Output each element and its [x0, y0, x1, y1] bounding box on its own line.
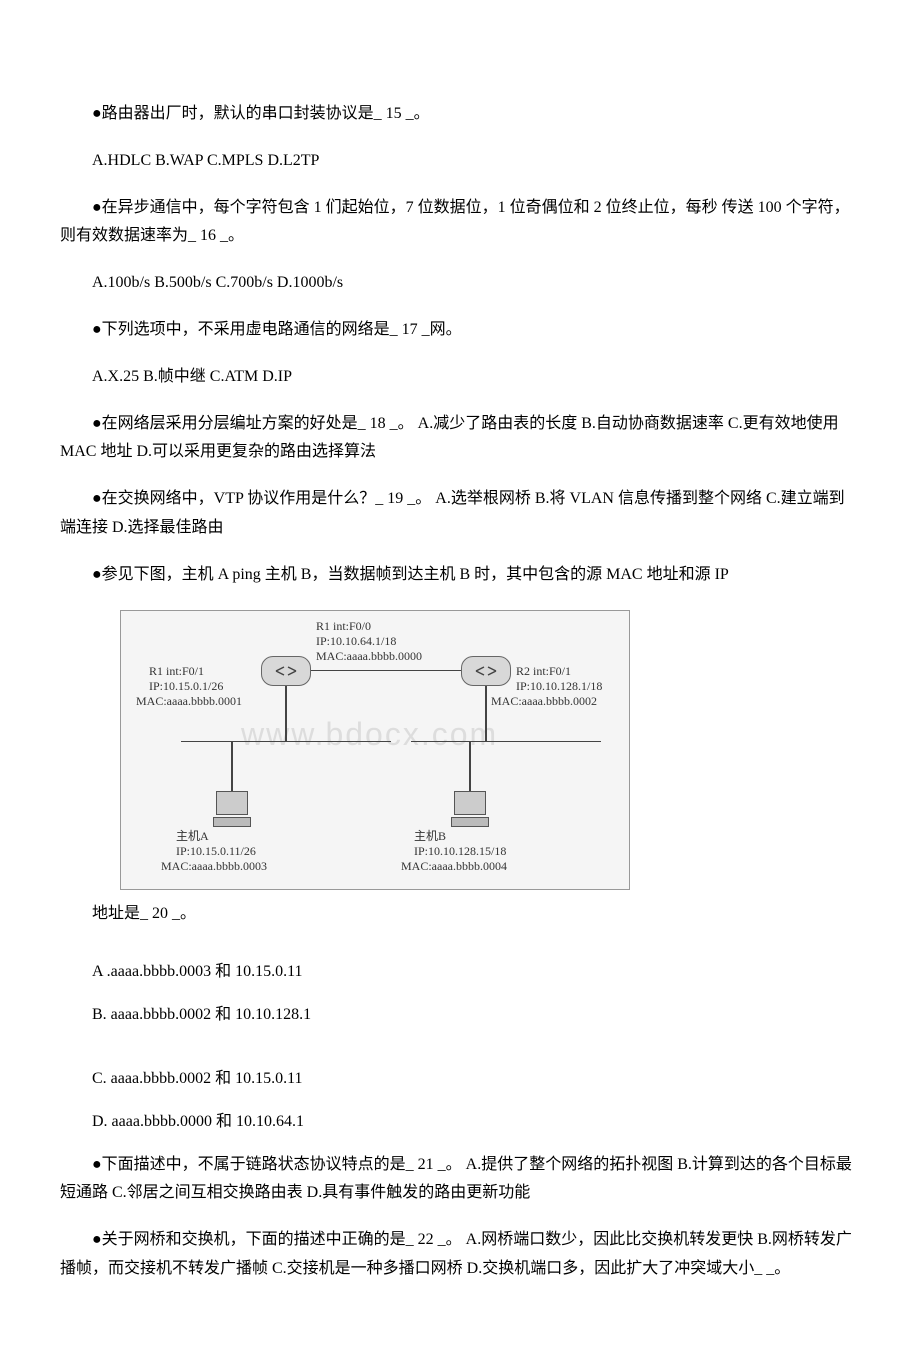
q20-option-a: A .aaaa.bbbb.0003 和 10.15.0.11 — [60, 958, 860, 987]
question-text: ●在网络层采用分层编址方案的好处是_ 18 _。 A.减少了路由表的长度 B.自… — [60, 415, 839, 461]
router-r2-icon — [461, 656, 511, 686]
host-a-name: 主机A — [176, 829, 209, 845]
question-text: ●下面描述中，不属于链路状态协议特点的是_ 21 _。 A.提供了整个网络的拓扑… — [60, 1156, 852, 1202]
host-b-icon — [449, 791, 491, 829]
r2-f01-title: R2 int:F0/1 — [516, 664, 571, 680]
question-17: ●下列选项中，不采用虚电路通信的网络是_ 17 _网。 — [60, 316, 860, 345]
r1-f01-mac: MAC:aaaa.bbbb.0001 — [136, 694, 242, 710]
host-b-name: 主机B — [414, 829, 446, 845]
r1-f00-mac: MAC:aaaa.bbbb.0000 — [316, 649, 422, 665]
question-text: ●下列选项中，不采用虚电路通信的网络是_ 17 _网。 — [92, 321, 462, 338]
options-text: A.HDLC B.WAP C.MPLS D.L2TP — [92, 152, 319, 169]
link-r2-down — [485, 686, 487, 741]
r1-f00-ip: IP:10.10.64.1/18 — [316, 634, 396, 650]
question-text: 地址是_ 20 _。 — [92, 905, 196, 922]
router-r1-icon — [261, 656, 311, 686]
question-20-continued: 地址是_ 20 _。 — [60, 900, 860, 929]
r1-f01-title: R1 int:F0/1 — [149, 664, 204, 680]
question-20: ●参见下图，主机 A ping 主机 B，当数据帧到达主机 B 时，其中包含的源… — [60, 561, 860, 590]
question-text: ●在交换网络中，VTP 协议作用是什么？_ 19 _。 A.选举根网桥 B.将 … — [60, 490, 845, 536]
options-text: A.X.25 B.帧中继 C.ATM D.IP — [92, 368, 292, 385]
question-text: ●在异步通信中，每个字符包含 1 们起始位，7 位数据位，1 位奇偶位和 2 位… — [60, 199, 850, 245]
link-left-bus — [181, 741, 391, 743]
question-17-options: A.X.25 B.帧中继 C.ATM D.IP — [60, 363, 860, 392]
link-hostb — [469, 741, 471, 791]
question-19: ●在交换网络中，VTP 协议作用是什么？_ 19 _。 A.选举根网桥 B.将 … — [60, 485, 860, 543]
options-text: A.100b/s B.500b/s C.700b/s D.1000b/s — [92, 274, 343, 291]
network-diagram: www.bdocx.com R1 int:F0/0 IP:10.10.64.1/… — [120, 610, 630, 890]
host-b-ip: IP:10.10.128.15/18 — [414, 844, 506, 860]
question-16-options: A.100b/s B.500b/s C.700b/s D.1000b/s — [60, 269, 860, 298]
question-21: ●下面描述中，不属于链路状态协议特点的是_ 21 _。 A.提供了整个网络的拓扑… — [60, 1151, 860, 1209]
r2-f01-mac: MAC:aaaa.bbbb.0002 — [491, 694, 597, 710]
link-r1-r2 — [311, 670, 461, 672]
q20-option-c: C. aaaa.bbbb.0002 和 10.15.0.11 — [60, 1065, 860, 1094]
question-15: ●路由器出厂时，默认的串口封装协议是_ 15 _。 — [60, 100, 860, 129]
option-text: A .aaaa.bbbb.0003 和 10.15.0.11 — [92, 963, 303, 980]
r1-f01-ip: IP:10.15.0.1/26 — [149, 679, 223, 695]
question-15-options: A.HDLC B.WAP C.MPLS D.L2TP — [60, 147, 860, 176]
question-text: ●关于网桥和交换机，下面的描述中正确的是_ 22 _。 A.网桥端口数少，因此比… — [60, 1231, 852, 1277]
question-text: ●路由器出厂时，默认的串口封装协议是_ 15 _。 — [92, 105, 430, 122]
q20-option-d: D. aaaa.bbbb.0000 和 10.10.64.1 — [60, 1108, 860, 1137]
question-22: ●关于网桥和交换机，下面的描述中正确的是_ 22 _。 A.网桥端口数少，因此比… — [60, 1226, 860, 1284]
host-a-icon — [211, 791, 253, 829]
question-18: ●在网络层采用分层编址方案的好处是_ 18 _。 A.减少了路由表的长度 B.自… — [60, 410, 860, 468]
r1-f00-title: R1 int:F0/0 — [316, 619, 371, 635]
host-a-ip: IP:10.15.0.11/26 — [176, 844, 256, 860]
link-r1-down — [285, 686, 287, 741]
link-right-bus — [411, 741, 601, 743]
watermark: www.bdocx.com — [241, 706, 498, 764]
r2-f01-ip: IP:10.10.128.1/18 — [516, 679, 602, 695]
question-16: ●在异步通信中，每个字符包含 1 们起始位，7 位数据位，1 位奇偶位和 2 位… — [60, 194, 860, 252]
host-a-mac: MAC:aaaa.bbbb.0003 — [161, 859, 267, 875]
link-hosta — [231, 741, 233, 791]
question-text: ●参见下图，主机 A ping 主机 B，当数据帧到达主机 B 时，其中包含的源… — [92, 566, 729, 583]
option-text: C. aaaa.bbbb.0002 和 10.15.0.11 — [92, 1070, 303, 1087]
option-text: B. aaaa.bbbb.0002 和 10.10.128.1 — [92, 1006, 311, 1023]
q20-option-b: B. aaaa.bbbb.0002 和 10.10.128.1 — [60, 1001, 860, 1030]
option-text: D. aaaa.bbbb.0000 和 10.10.64.1 — [92, 1113, 304, 1130]
host-b-mac: MAC:aaaa.bbbb.0004 — [401, 859, 507, 875]
